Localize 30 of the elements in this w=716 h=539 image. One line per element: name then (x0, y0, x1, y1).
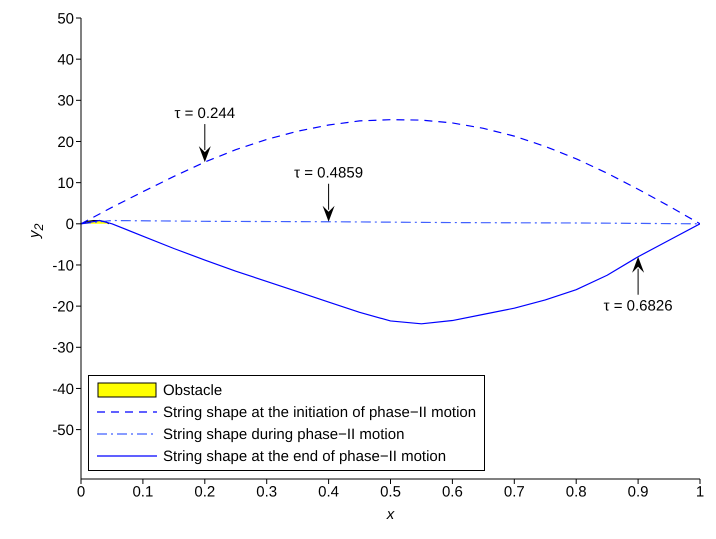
x-tick-label: 0.7 (504, 484, 525, 501)
x-tick-label: 0.4 (318, 484, 340, 501)
y-tick-label: 50 (57, 10, 74, 28)
annotation: τ = 0.4859 (294, 164, 364, 182)
annotation: τ = 0.6826 (604, 298, 673, 315)
y-tick-label: -40 (52, 380, 74, 398)
legend-label: String shape at the end of phase−II motion (163, 448, 446, 464)
legend-label: String shape at the initiation of phase−II motion (163, 404, 476, 420)
x-tick-label: 0.1 (132, 484, 154, 501)
x-tick-label: 1 (696, 484, 704, 501)
y-tick-label: -20 (52, 298, 74, 316)
legend-label: Obstacle (163, 382, 222, 398)
x-tick-label: 0.9 (628, 484, 649, 501)
annotation: τ = 0.244 (174, 105, 236, 122)
x-tick-label: 0.6 (442, 484, 463, 501)
y-tick-label: -10 (52, 257, 74, 274)
y-tick-label: -50 (52, 422, 74, 439)
x-tick-label: 0.3 (256, 484, 278, 501)
y-tick-label: 10 (57, 174, 74, 192)
x-tick-label: 0.5 (380, 484, 401, 501)
legend-label: String shape during phase−II motion (163, 426, 404, 442)
y-tick-label: 40 (57, 51, 74, 68)
x-tick-label: 0 (76, 484, 86, 501)
y-tick-label: 20 (57, 134, 74, 151)
y-tick-label: -30 (52, 340, 74, 357)
x-tick-label: 0.8 (566, 484, 587, 501)
x-tick-label: 0.2 (194, 484, 216, 501)
x-axis-title: x (386, 506, 395, 523)
y-tick-label: 30 (57, 92, 74, 110)
y-tick-label: 0 (66, 216, 74, 234)
